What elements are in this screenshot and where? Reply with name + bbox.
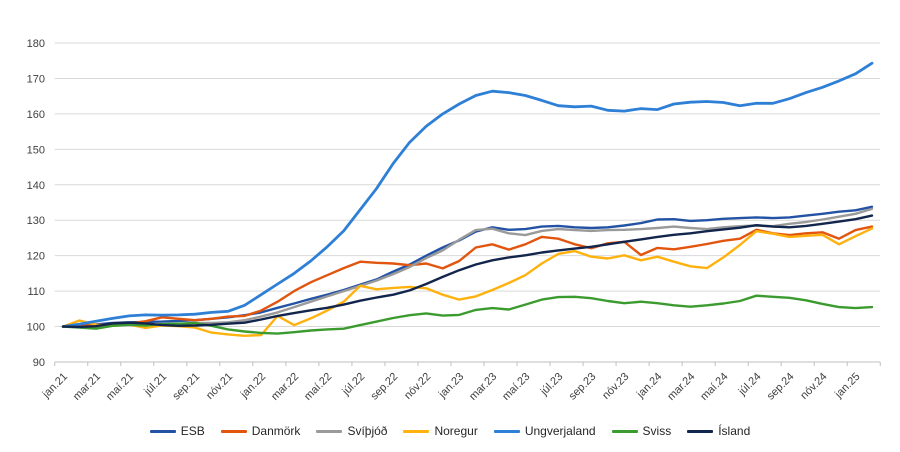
legend-item-Ungverjaland: Ungverjaland xyxy=(493,424,596,438)
x-axis-label: jan.22 xyxy=(238,371,268,401)
x-axis-label: sep.23 xyxy=(567,371,599,403)
legend-swatch xyxy=(493,429,520,433)
x-axis-label: nóv.21 xyxy=(204,371,235,402)
legend-label: Danmörk xyxy=(251,424,301,438)
legend-label: Svíþjóð xyxy=(347,424,388,438)
series-line-Danmörk xyxy=(61,225,874,328)
x-axis-label: maí.21 xyxy=(104,371,136,403)
y-axis-label: 140 xyxy=(27,180,45,192)
legend-label: Ísland xyxy=(718,424,751,438)
x-axis-label: mar.23 xyxy=(467,371,499,403)
x-axis-label: sep.24 xyxy=(765,371,797,403)
x-axis-label: mar.24 xyxy=(665,371,697,403)
x-axis-label: sep.21 xyxy=(170,371,202,403)
legend-item-Ísland: Ísland xyxy=(687,424,750,438)
x-axis-label: maí.24 xyxy=(698,371,730,403)
series-line-Noregur xyxy=(61,227,874,337)
x-axis-label: jan.21 xyxy=(40,371,70,401)
series-line-Ísland xyxy=(61,214,874,329)
legend-label: Noregur xyxy=(434,424,478,438)
x-axis-label: nóv.24 xyxy=(798,371,829,402)
legend-item-Danmörk: Danmörk xyxy=(220,424,301,438)
y-axis-label: 110 xyxy=(27,286,45,298)
legend-item-ESB: ESB xyxy=(149,424,205,438)
y-axis-label: 160 xyxy=(27,109,45,121)
legend-label: Sviss xyxy=(642,424,672,438)
x-axis-label: mar.21 xyxy=(71,371,103,403)
y-axis-label: 130 xyxy=(27,215,45,227)
x-axis-label: jan.24 xyxy=(634,371,664,401)
y-axis-label: 170 xyxy=(27,73,45,85)
x-axis-label: júl.22 xyxy=(340,371,368,399)
legend-swatch xyxy=(220,429,247,433)
x-axis-label: nóv.23 xyxy=(600,371,631,402)
legend-item-Sviss: Sviss xyxy=(611,424,672,438)
x-axis-label: jan.23 xyxy=(436,371,466,401)
legend-swatch xyxy=(687,429,714,433)
legend-swatch xyxy=(403,429,430,433)
legend-item-Svíþjóð: Svíþjóð xyxy=(316,424,387,438)
x-axis-label: mar.22 xyxy=(269,371,301,403)
x-axis-label: sep.22 xyxy=(368,371,400,403)
series-line-Sviss xyxy=(61,294,874,335)
x-axis-label: júl.21 xyxy=(141,371,169,399)
legend-item-Noregur: Noregur xyxy=(403,424,478,438)
y-axis-label: 100 xyxy=(27,322,45,334)
series-line-Ungverjaland xyxy=(61,61,874,329)
y-axis-label: 150 xyxy=(27,144,45,156)
x-axis-label: júl.24 xyxy=(736,371,764,399)
chart-legend: ESB Danmörk Svíþjóð Noregur Ungverjaland Svis… xyxy=(0,424,900,438)
x-axis-label: júl.23 xyxy=(538,371,566,399)
x-axis-label: maí.22 xyxy=(302,371,334,403)
x-axis-label: maí.23 xyxy=(500,371,532,403)
x-axis-label: jan.25 xyxy=(832,371,862,401)
x-axis-label: nóv.22 xyxy=(402,371,433,402)
legend-label: Ungverjaland xyxy=(524,424,596,438)
y-axis-label: 120 xyxy=(27,251,45,263)
y-axis-label: 180 xyxy=(27,38,45,50)
legend-swatch xyxy=(149,429,176,433)
legend-swatch xyxy=(611,429,638,433)
legend-label: ESB xyxy=(180,424,205,438)
y-axis-label: 90 xyxy=(33,357,45,369)
legend-swatch xyxy=(316,429,343,433)
